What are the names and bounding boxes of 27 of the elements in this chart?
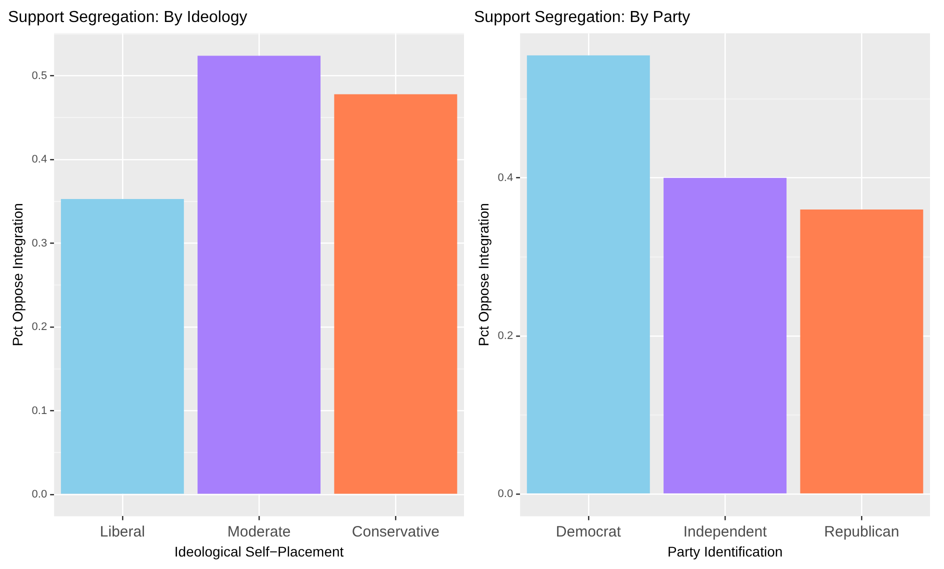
bar — [664, 178, 787, 494]
y-tick-label: 0.2 — [498, 330, 514, 342]
chart-title: Support Segregation: By Ideology — [8, 9, 248, 26]
y-tick-label: 0.0 — [498, 488, 514, 500]
x-axis-title: Party Identification — [667, 543, 783, 560]
y-tick-label: 0.1 — [32, 404, 48, 417]
x-tick-label: Republican — [824, 523, 900, 540]
x-axis-title: Ideological Self−Placement — [174, 543, 344, 560]
y-tick-label: 0.5 — [32, 70, 48, 82]
y-tick-label: 0.4 — [32, 154, 48, 166]
y-tick-label: 0.4 — [498, 172, 514, 184]
bar — [60, 198, 184, 494]
y-tick-label: 0.2 — [32, 321, 48, 334]
x-tick-label: Conservative — [352, 523, 440, 540]
bar — [334, 94, 458, 494]
bar — [198, 56, 321, 494]
x-tick-label: Moderate — [227, 523, 291, 540]
y-axis-title: Pct Oppose Integration — [475, 203, 492, 346]
y-tick-label: 0.0 — [32, 488, 48, 500]
x-tick-label: Liberal — [100, 523, 145, 540]
y-tick-label: 0.3 — [32, 237, 48, 250]
bar — [526, 55, 650, 494]
chart-title: Support Segregation: By Party — [474, 9, 690, 26]
x-tick-label: Democrat — [556, 523, 622, 540]
y-axis-title: Pct Oppose Integration — [9, 203, 26, 346]
x-tick-label: Independent — [683, 523, 768, 540]
bar — [800, 209, 924, 494]
